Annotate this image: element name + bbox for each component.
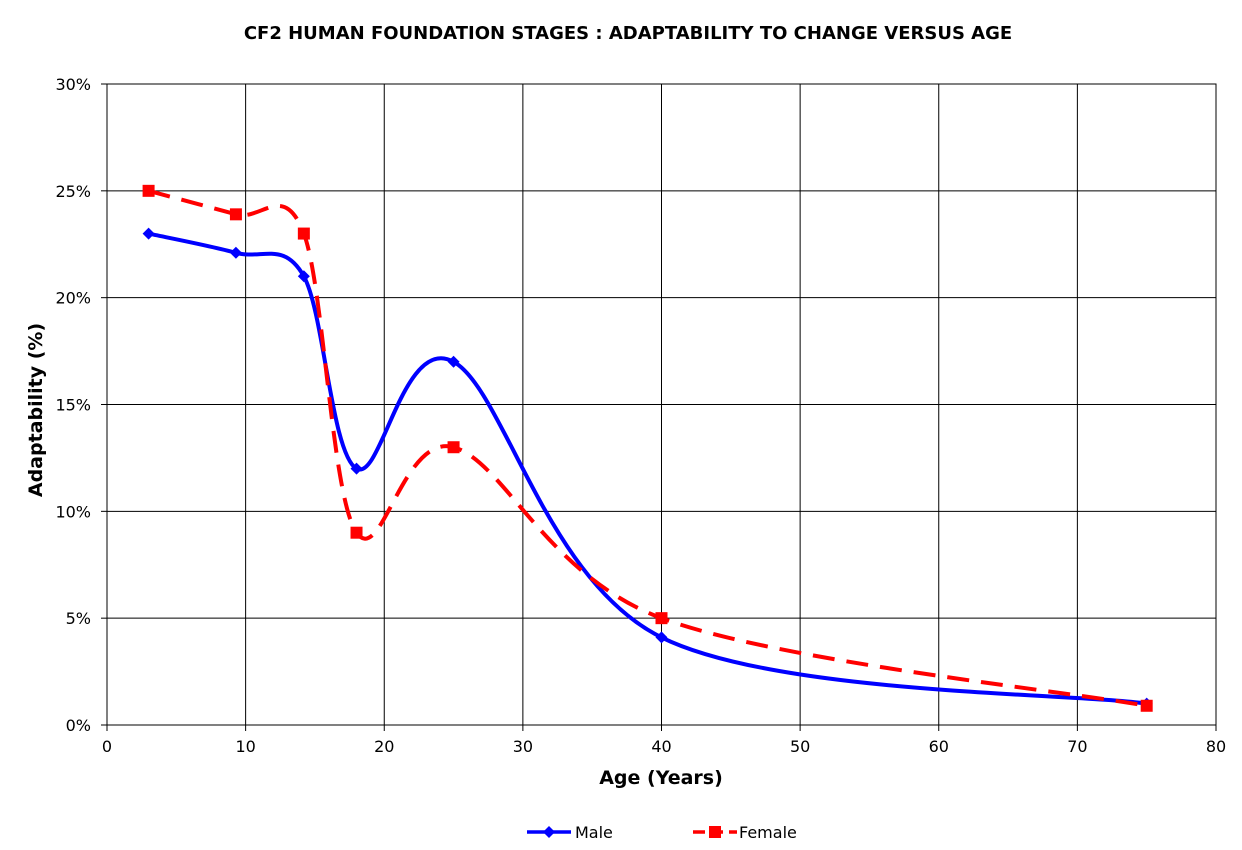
x-axis-title: Age (Years) [599, 767, 723, 789]
x-tick-label: 30 [513, 737, 533, 756]
x-tick-label: 60 [929, 737, 949, 756]
legend-marker-male [543, 826, 555, 838]
data-point-female [447, 441, 460, 454]
series-female [142, 184, 1153, 712]
data-point-female [142, 184, 155, 197]
data-point-male [655, 631, 668, 644]
series-group [142, 184, 1153, 712]
y-tick-label: 10% [55, 502, 91, 521]
x-tick-label: 10 [235, 737, 255, 756]
x-tick-label: 40 [651, 737, 671, 756]
y-tick-label: 15% [55, 396, 91, 415]
legend-item-male: Male [527, 823, 613, 842]
series-line-female [148, 188, 1148, 708]
data-point-male [297, 270, 310, 283]
x-tick-label: 50 [790, 737, 810, 756]
series-male [142, 227, 1153, 710]
y-axis-title: Adaptability (%) [25, 323, 47, 497]
data-point-female [297, 227, 310, 240]
y-tick-label: 0% [66, 716, 91, 735]
y-axis-ticks: 0% 5% 10% 15% 20% 25% 30% [55, 75, 107, 735]
gridlines [106, 83, 1217, 726]
x-tick-label: 70 [1067, 737, 1087, 756]
data-point-male [229, 246, 242, 259]
legend: Male Female [527, 823, 797, 842]
data-point-female [655, 612, 668, 625]
data-point-male [142, 227, 155, 240]
y-tick-label: 20% [55, 289, 91, 308]
data-point-female [1140, 699, 1153, 712]
data-point-male [447, 355, 460, 368]
y-tick-label: 25% [55, 182, 91, 201]
x-axis-ticks: 0 10 20 30 40 50 60 70 80 [102, 725, 1226, 756]
legend-marker-female [709, 826, 721, 838]
legend-item-female: Female [693, 823, 797, 842]
y-tick-label: 5% [66, 609, 91, 628]
legend-label-male: Male [575, 823, 613, 842]
x-tick-label: 20 [374, 737, 394, 756]
x-tick-label: 0 [102, 737, 112, 756]
legend-label-female: Female [739, 823, 797, 842]
data-point-female [350, 526, 363, 539]
chart-title: CF2 HUMAN FOUNDATION STAGES : ADAPTABILI… [244, 23, 1012, 44]
data-point-male [350, 462, 363, 475]
y-tick-label: 30% [55, 75, 91, 94]
series-line-male [148, 231, 1147, 706]
data-point-female [229, 208, 242, 221]
x-tick-label: 80 [1206, 737, 1226, 756]
